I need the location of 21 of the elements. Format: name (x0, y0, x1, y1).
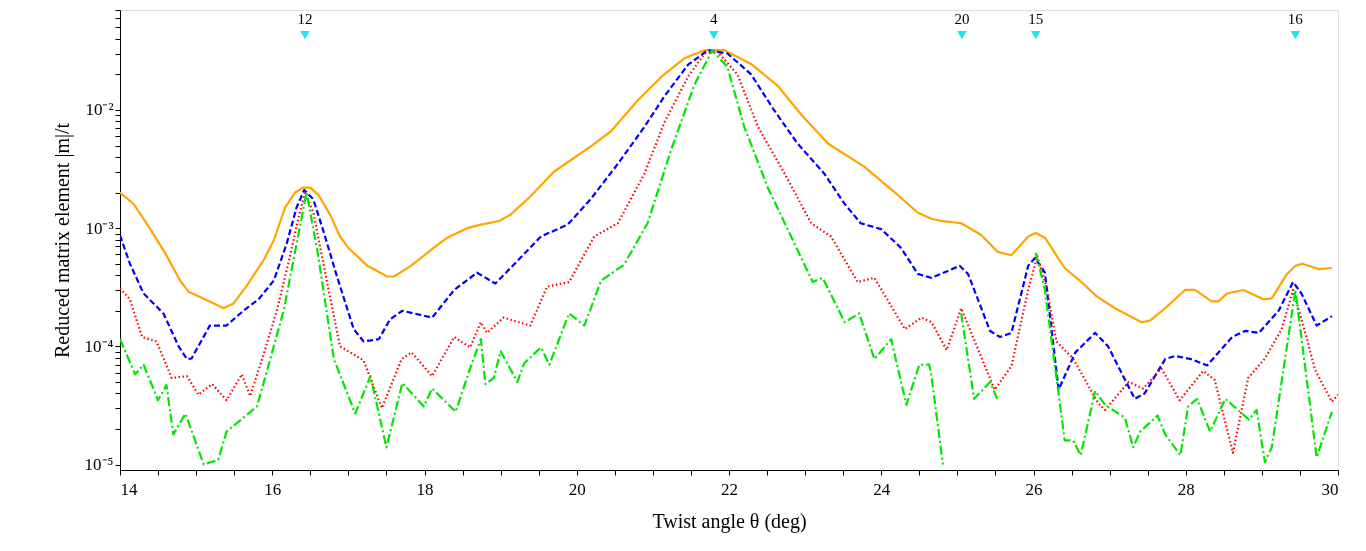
line-series (120, 49, 1334, 324)
y-axis-title: Reduced matrix element |m|/t (50, 122, 74, 359)
annotation: 20 (954, 11, 970, 28)
annotation: 15 (1028, 11, 1044, 28)
x-tick-label: 20 (568, 479, 586, 499)
annotation: 4 (710, 11, 719, 28)
x-tick-label: 24 (873, 479, 891, 499)
x-tick-label: 18 (416, 479, 434, 499)
x-tick-label: 14 (120, 479, 138, 499)
x-tick-label: 26 (1025, 479, 1043, 499)
y-tick-label: 10⁻⁴ (84, 336, 114, 356)
y-tick-label: 10⁻² (85, 100, 114, 120)
y-tick-label: 10⁻³ (85, 218, 114, 238)
x-axis-title: Twist angle θ (deg) (652, 509, 807, 533)
annotation: 12 (297, 11, 313, 28)
x-tick-label: 22 (721, 479, 738, 499)
x-tick-label: 16 (264, 479, 282, 499)
x-tick-label: 28 (1177, 479, 1195, 499)
y-tick-label: 10⁻⁵ (84, 455, 114, 475)
x-tick-label: 30 (1321, 479, 1339, 499)
annotation: 16 (1287, 11, 1304, 28)
